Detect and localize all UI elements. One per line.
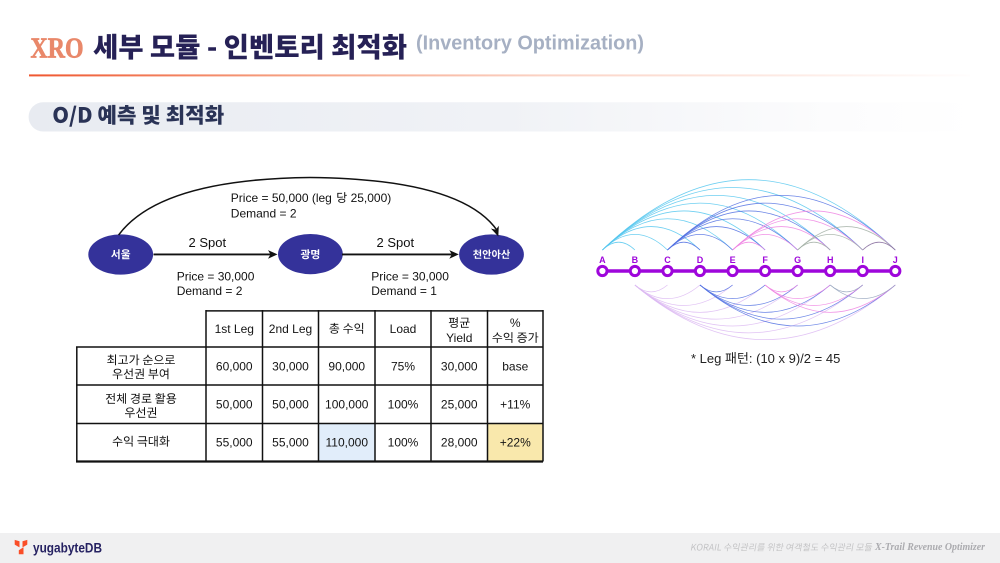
svg-text:25,000: 25,000 [441,398,478,412]
svg-text:30,000: 30,000 [272,359,309,373]
svg-text:Load: Load [390,322,417,336]
svg-text:60,000: 60,000 [216,359,253,373]
svg-text:100,000: 100,000 [325,398,369,412]
svg-text:55,000: 55,000 [272,436,309,450]
svg-text:H: H [827,255,834,265]
svg-text:Price = 30,000: Price = 30,000 [371,270,449,284]
svg-text:2nd Leg: 2nd Leg [269,322,312,336]
svg-text:%: % [510,316,521,330]
svg-text:110,000: 110,000 [326,436,369,450]
svg-text:90,000: 90,000 [328,359,365,373]
svg-text:F: F [762,255,768,265]
svg-text:+22%: +22% [500,436,531,450]
svg-text:Demand = 1: Demand = 1 [371,284,437,298]
svg-text:: (10 x 9)/2 = 45: : (10 x 9)/2 = 45 [749,351,840,366]
svg-text:* Leg: * Leg [691,351,725,366]
svg-text:(Inventory Optimization): (Inventory Optimization) [416,33,644,55]
svg-text:Yield: Yield [446,331,472,345]
svg-text:D: D [697,255,704,265]
svg-text:Price = 30,000: Price = 30,000 [177,270,255,284]
svg-text:Demand = 2: Demand = 2 [231,207,297,221]
svg-text:B: B [632,255,639,265]
svg-text:A: A [599,255,606,265]
svg-text:base: base [502,359,528,373]
svg-text:1st Leg: 1st Leg [215,322,254,336]
svg-text:yugabyteDB: yugabyteDB [33,540,102,556]
svg-text:75%: 75% [391,359,415,373]
svg-text:50,000: 50,000 [272,398,309,412]
svg-text:55,000: 55,000 [216,436,253,450]
svg-text:100%: 100% [388,398,419,412]
svg-text:E: E [730,255,736,265]
svg-text:I: I [861,255,864,265]
svg-text:100%: 100% [388,436,419,450]
svg-text:Price = 50,000 (leg: Price = 50,000 (leg [231,191,335,205]
svg-text:G: G [794,255,801,265]
svg-text:2 Spot: 2 Spot [189,235,227,250]
svg-text:2 Spot: 2 Spot [377,235,415,250]
svg-text:J: J [893,255,898,265]
svg-text:28,000: 28,000 [441,436,478,450]
svg-text:X-Trail Revenue Optimizer: X-Trail Revenue Optimizer [874,541,986,553]
svg-text:Demand = 2: Demand = 2 [177,284,243,298]
svg-text:XRO: XRO [31,33,84,65]
svg-text:25,000): 25,000) [347,191,391,205]
svg-text:30,000: 30,000 [441,359,478,373]
svg-text:C: C [664,255,671,265]
svg-text:+11%: +11% [500,398,530,412]
svg-text:50,000: 50,000 [216,398,253,412]
